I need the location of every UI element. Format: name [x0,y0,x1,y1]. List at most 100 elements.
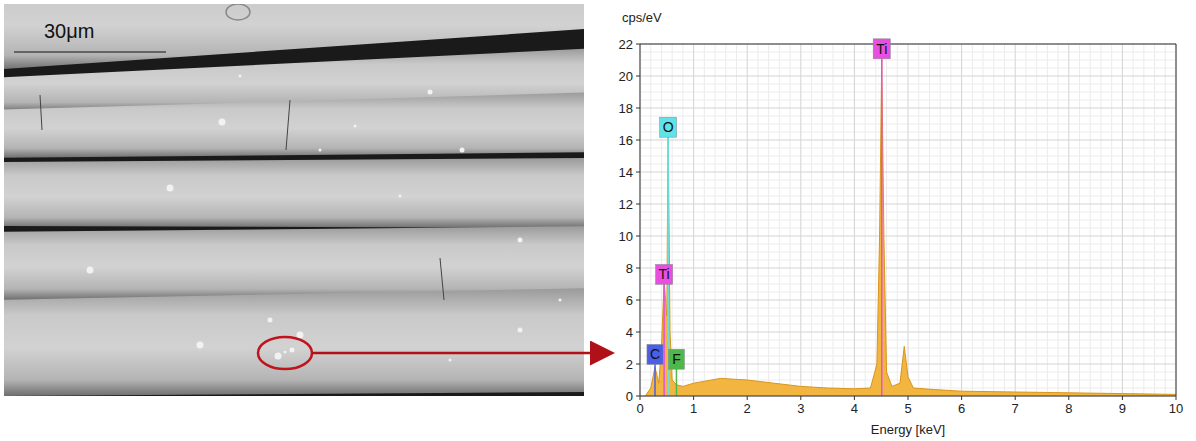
x-tick-label: 1 [690,401,697,416]
element-label: C [647,344,663,364]
grid-line [640,332,1176,333]
x-tick-label: 10 [1169,401,1183,416]
x-tick-label: 0 [636,401,643,416]
particle [518,328,523,333]
grid [640,44,1176,396]
plot-area [645,49,1176,396]
label-box [656,264,673,284]
grid-line [640,268,1176,269]
x-tick-label: 5 [904,401,911,416]
selection-ring [258,337,312,369]
grid-line [908,44,909,396]
x-tick [1122,396,1123,400]
grid-line [640,140,1176,141]
element-label-text: Ti [876,41,887,57]
crack [40,95,444,300]
y-tick [636,44,640,45]
plot-frame [640,44,1176,45]
y-tick-label: 0 [626,389,633,404]
particle [399,195,402,198]
element-label: Ti [656,264,673,284]
y-tick [636,300,640,301]
x-tick [1176,396,1177,400]
x-tick-label: 3 [797,401,804,416]
x-tick [800,396,801,400]
x-tick [1068,396,1069,400]
grid-line [640,76,1176,77]
element-label: F [668,349,684,369]
plot-frame [1176,44,1177,396]
label-box [660,117,677,137]
y-tick-label: 4 [626,325,633,340]
x-tick [640,396,641,400]
element-label-text: Ti [659,266,670,282]
grid-line [1068,44,1069,396]
element-label-text: O [663,119,674,135]
grid-line [1122,44,1123,396]
grid-line [640,172,1176,173]
particle [197,342,204,349]
y-tick [636,172,640,173]
particle [518,238,523,243]
particle [559,299,562,302]
y-tick-label: 14 [619,165,633,180]
grid-line [961,44,962,396]
spectrum-area [645,60,1176,396]
x-axis-title: Energy [keV] [871,422,945,437]
grid-line [693,44,694,396]
fiber [4,92,584,158]
y-tick [636,268,640,269]
y-tick [636,140,640,141]
y-tick [636,76,640,77]
fiber [4,288,584,396]
x-tick-label: 8 [1065,401,1072,416]
element-label-text: C [650,346,660,362]
x-tick-label: 9 [1119,401,1126,416]
grid-line [640,108,1176,109]
particle [268,318,273,323]
y-tick [636,332,640,333]
grid-line [640,364,1176,365]
scale-bar-label: 30μm [44,20,94,42]
spectrum-line [645,60,1176,396]
scale-bar [14,51,166,52]
x-tick [908,396,909,400]
y-tick-label: 22 [619,37,633,52]
x-tick-label: 4 [851,401,858,416]
particle [219,119,226,126]
grid-line [747,44,748,396]
particle [297,332,304,339]
grid-line [640,236,1176,237]
element-label-text: F [672,351,681,367]
grid-line [1176,44,1177,396]
y-tick-label: 2 [626,357,633,372]
label-box [668,349,684,369]
x-tick-label: 2 [744,401,751,416]
particle [449,359,452,362]
particle [239,75,242,78]
grid-line [640,204,1176,205]
x-tick [854,396,855,400]
x-tick [747,396,748,400]
fiber [4,226,584,300]
x-tick [1015,396,1016,400]
element-label: O [660,117,677,137]
element-labels: Ti O Ti CF [647,39,890,369]
x-tick-label: 6 [958,401,965,416]
x-tick-label: 7 [1012,401,1019,416]
y-tick-label: 12 [619,197,633,212]
y-axis-title: cps/eV [622,10,662,25]
element-label: Ti [873,39,890,59]
y-tick [636,108,640,109]
y-tick [636,396,640,397]
x-tick [961,396,962,400]
label-box [647,344,663,364]
y-axis [640,44,641,396]
y-tick [636,236,640,237]
particle [87,267,94,274]
grid-line [854,44,855,396]
element-line [663,274,665,396]
y-tick-label: 20 [619,69,633,84]
grid-line [640,44,641,396]
particle [275,353,282,360]
